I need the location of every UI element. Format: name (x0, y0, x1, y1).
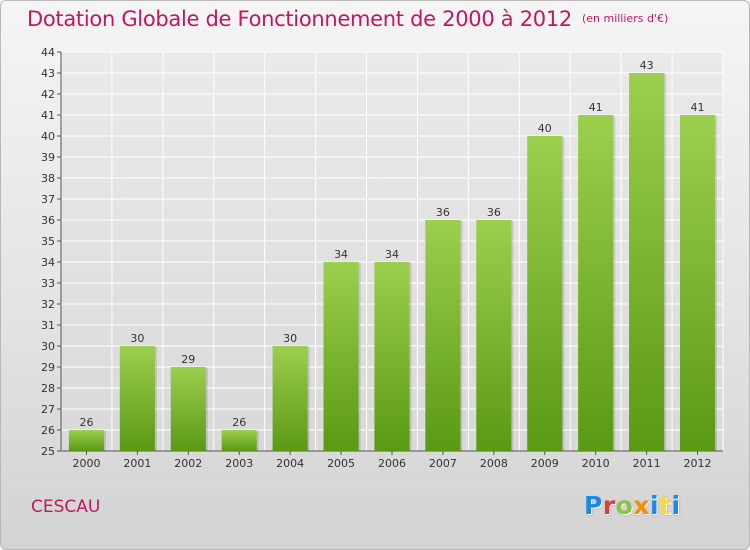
y-tick-label: 39 (41, 151, 55, 164)
data-label: 34 (385, 248, 399, 261)
x-tick-label: 2002 (174, 457, 202, 470)
x-tick-label: 2000 (72, 457, 100, 470)
logo-letter: r (602, 491, 616, 520)
bar-2000 (68, 430, 105, 451)
y-tick-label: 35 (41, 235, 55, 248)
bar-2012 (679, 115, 716, 451)
bar-2004 (272, 346, 308, 451)
data-label: 34 (334, 248, 348, 261)
y-tick-label: 33 (41, 277, 55, 290)
bar-2001 (119, 346, 155, 451)
bar-2003 (221, 430, 257, 451)
bar-2011 (629, 73, 665, 451)
data-label: 30 (130, 332, 144, 345)
data-label: 29 (181, 353, 195, 366)
data-label: 36 (436, 206, 450, 219)
logo-letter: o (615, 491, 634, 520)
x-tick-label: 2009 (531, 457, 559, 470)
x-tick-label: 2005 (327, 457, 355, 470)
y-tick-label: 37 (41, 193, 55, 206)
y-tick-label: 32 (41, 298, 55, 311)
bar-2002 (170, 367, 206, 451)
y-tick-label: 38 (41, 172, 55, 185)
x-tick-label: 2003 (225, 457, 253, 470)
chart-title: Dotation Globale de Fonctionnement de 20… (27, 7, 668, 31)
bar-2010 (578, 115, 614, 451)
y-tick-label: 29 (41, 361, 55, 374)
y-tick-label: 31 (41, 319, 55, 332)
y-tick-label: 26 (41, 424, 55, 437)
data-label: 40 (538, 122, 552, 135)
logo-letter: P (584, 491, 603, 520)
logo-letter: i (650, 491, 660, 520)
x-tick-label: 2008 (480, 457, 508, 470)
title-text: Dotation Globale de Fonctionnement de 20… (27, 7, 572, 31)
x-tick-label: 2001 (123, 457, 151, 470)
x-tick-label: 2011 (633, 457, 661, 470)
data-labels: 26 30 29 26 30 34 34 36 36 40 41 43 41 (79, 59, 704, 429)
bar-2007 (425, 220, 461, 451)
y-tick-label: 34 (41, 256, 55, 269)
x-tick-label: 2012 (684, 457, 712, 470)
bar-2006 (374, 262, 410, 451)
y-tick-label: 28 (41, 382, 55, 395)
x-tick-label: 2010 (582, 457, 610, 470)
bar-2008 (476, 220, 512, 451)
y-tick-label: 40 (41, 130, 55, 143)
data-label: 30 (283, 332, 297, 345)
data-label: 26 (232, 416, 246, 429)
y-tick-label: 36 (41, 214, 55, 227)
data-label: 43 (640, 59, 654, 72)
y-tick-label: 43 (41, 67, 55, 80)
logo-letter: i (671, 491, 681, 520)
data-label: 41 (691, 101, 705, 114)
y-tick-label: 42 (41, 88, 55, 101)
y-tick-label: 44 (41, 46, 55, 59)
logo-letter: x (633, 491, 650, 520)
y-tick-label: 30 (41, 340, 55, 353)
data-label: 26 (79, 416, 93, 429)
chart-subtitle: (en milliers d'€) (581, 12, 669, 25)
commune-name: CESCAU (31, 497, 101, 517)
data-label: 41 (589, 101, 603, 114)
y-tick-label: 27 (41, 403, 55, 416)
bar-2005 (323, 262, 359, 451)
proxiti-logo: Proxiti (584, 491, 681, 520)
y-tick-label: 41 (41, 109, 55, 122)
x-tick-label: 2004 (276, 457, 304, 470)
x-tick-label: 2007 (429, 457, 457, 470)
bars (68, 73, 718, 451)
y-tick-label: 25 (41, 445, 55, 458)
data-label: 36 (487, 206, 501, 219)
x-tick-label: 2006 (378, 457, 406, 470)
bar-2009 (527, 136, 563, 451)
logo-letter: t (659, 491, 672, 520)
